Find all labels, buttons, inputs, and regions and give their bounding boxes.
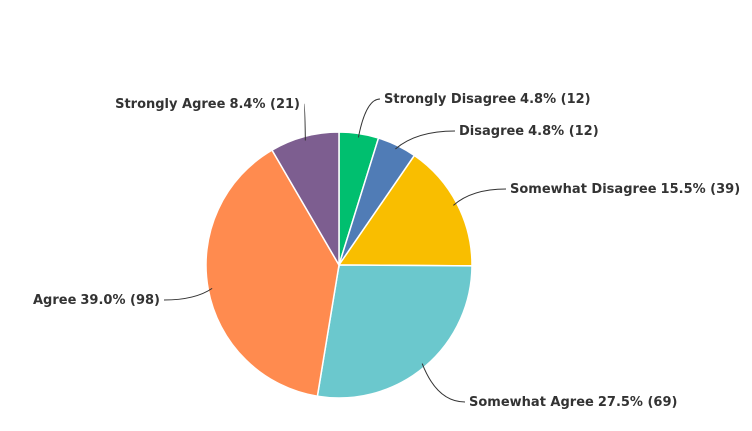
leader-line bbox=[357, 98, 381, 138]
slice-label: Agree 39.0% (98) bbox=[33, 293, 160, 308]
slice-category: Strongly Disagree bbox=[384, 92, 516, 107]
slice-value: 15.5% (39) bbox=[661, 182, 741, 197]
slice-category: Somewhat Agree bbox=[469, 395, 594, 410]
slice-value: 27.5% (69) bbox=[598, 395, 678, 410]
pie-slice bbox=[316, 264, 473, 399]
slice-category: Strongly Agree bbox=[115, 97, 226, 112]
slice-value: 4.8% (12) bbox=[528, 124, 599, 139]
slice-category: Somewhat Disagree bbox=[510, 182, 657, 197]
pie-slice bbox=[205, 149, 340, 398]
leader-line bbox=[453, 188, 507, 206]
leader-line bbox=[303, 103, 306, 141]
slice-label: Strongly Disagree 4.8% (12) bbox=[384, 92, 591, 107]
slice-category: Disagree bbox=[459, 124, 524, 139]
slice-label: Somewhat Agree 27.5% (69) bbox=[469, 395, 677, 410]
slice-label: Disagree 4.8% (12) bbox=[459, 124, 599, 139]
slice-label: Somewhat Disagree 15.5% (39) bbox=[510, 182, 740, 197]
slice-category: Agree bbox=[33, 293, 77, 308]
leader-line bbox=[395, 130, 456, 150]
pie-slice bbox=[270, 131, 340, 268]
pie-slice bbox=[337, 154, 473, 267]
slice-value: 4.8% (12) bbox=[520, 92, 591, 107]
slice-label: Strongly Agree 8.4% (21) bbox=[115, 97, 300, 112]
slice-value: 39.0% (98) bbox=[80, 293, 160, 308]
slice-value: 8.4% (21) bbox=[229, 97, 300, 112]
leader-line bbox=[163, 287, 213, 301]
leader-line bbox=[421, 363, 466, 403]
